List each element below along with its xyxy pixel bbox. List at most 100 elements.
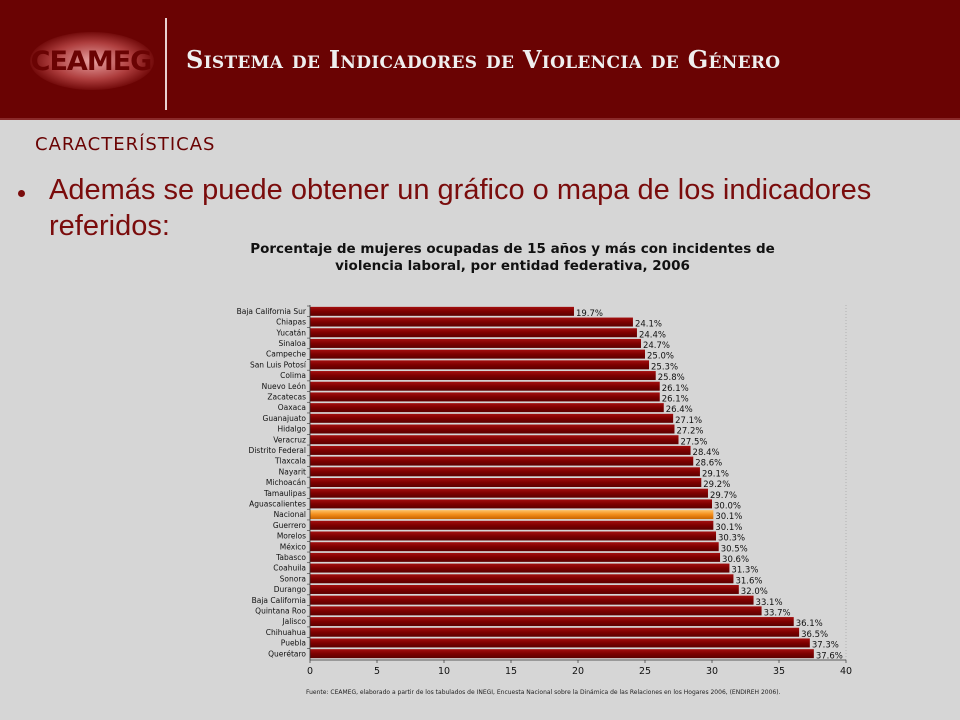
chart-title: Porcentaje de mujeres ocupadas de 15 año… <box>200 241 825 275</box>
category-label: Campeche <box>266 350 306 359</box>
category-label: Quintana Roo <box>255 606 306 615</box>
x-tick-label: 35 <box>773 666 785 677</box>
logo-glow <box>30 32 154 90</box>
category-label: Tabasco <box>275 553 306 562</box>
bar <box>310 649 814 659</box>
data-label: 27.2% <box>676 427 703 437</box>
category-label: Nuevo León <box>262 382 307 391</box>
data-label: 24.7% <box>643 341 670 351</box>
bar <box>310 328 637 338</box>
data-label: 26.4% <box>666 405 693 415</box>
bar <box>310 403 664 413</box>
category-label: Baja California <box>252 596 306 605</box>
bar <box>310 563 730 573</box>
logo-text: CEAMEG <box>30 46 153 77</box>
data-label: 25.3% <box>651 362 678 372</box>
data-label: 33.1% <box>756 598 783 608</box>
ceameg-logo: CEAMEG <box>22 20 160 100</box>
app-title: Sistema de Indicadores de Violencia de G… <box>186 45 781 74</box>
x-tick-label: 25 <box>639 666 651 677</box>
category-label: Veracruz <box>273 435 306 444</box>
data-label: 24.1% <box>635 320 662 330</box>
bar <box>310 306 574 316</box>
category-label: Nacional <box>274 510 306 519</box>
data-label: 36.5% <box>801 630 828 640</box>
category-label: Distrito Federal <box>249 446 306 455</box>
source-note: Fuente: CEAMEG, elaborado a partir de lo… <box>306 689 781 696</box>
bullet-dot <box>18 190 25 197</box>
x-tick-label: 40 <box>840 666 852 677</box>
bar <box>310 531 717 541</box>
category-label: Oaxaca <box>278 403 306 412</box>
category-label: Yucatán <box>276 328 307 337</box>
x-tick-label: 20 <box>572 666 584 677</box>
bar <box>310 456 694 466</box>
data-label: 24.4% <box>639 330 666 340</box>
x-tick-label: 15 <box>505 666 517 677</box>
bar <box>310 574 734 584</box>
category-label: Guanajuato <box>263 414 307 423</box>
header-banner: CEAMEG Sistema de Indicadores de Violenc… <box>0 0 960 120</box>
data-label: 30.6% <box>722 555 749 565</box>
bar <box>310 317 633 327</box>
category-label: Hidalgo <box>277 425 306 434</box>
bar <box>310 488 708 498</box>
bar <box>310 413 674 423</box>
section-label: CARACTERÍSTICAS <box>35 134 216 155</box>
bar <box>310 542 719 552</box>
data-label: 32.0% <box>741 587 768 597</box>
bar <box>310 627 800 637</box>
category-label: Tamaulipas <box>263 489 306 498</box>
category-label: Michoacán <box>266 478 306 487</box>
category-label: Zacatecas <box>267 393 306 402</box>
bar <box>310 338 641 348</box>
chart-title-line2: violencia laboral, por entidad federativ… <box>335 258 690 274</box>
bar <box>310 435 679 445</box>
bar <box>310 520 714 530</box>
data-label: 27.5% <box>681 437 708 447</box>
category-label: Coahuila <box>273 564 306 573</box>
data-label: 36.1% <box>796 619 823 629</box>
x-tick-label: 10 <box>438 666 450 677</box>
bar-national <box>310 510 714 520</box>
category-label: Aguascalientes <box>249 499 306 508</box>
bar <box>310 360 650 370</box>
bar <box>310 638 810 648</box>
x-tick-label: 30 <box>706 666 718 677</box>
chart-title-line1: Porcentaje de mujeres ocupadas de 15 año… <box>250 241 775 257</box>
data-label: 37.6% <box>816 651 843 661</box>
category-label: Jalisco <box>281 617 306 626</box>
data-label: 30.3% <box>718 534 745 544</box>
data-label: 29.1% <box>702 469 729 479</box>
data-label: 19.7% <box>576 309 603 319</box>
data-label: 30.0% <box>714 501 741 511</box>
x-tick-label: 0 <box>307 666 313 677</box>
category-label: Chiapas <box>276 318 306 327</box>
bar <box>310 371 656 381</box>
bar <box>310 595 754 605</box>
category-label: Querétaro <box>268 649 306 658</box>
data-label: 25.8% <box>658 373 685 383</box>
data-label: 26.1% <box>662 395 689 405</box>
bar <box>310 584 739 594</box>
bar <box>310 552 721 562</box>
bar <box>310 499 712 509</box>
bar <box>310 467 700 477</box>
bar <box>310 445 691 455</box>
bullet-text: Además se puede obtener un gráfico o map… <box>49 174 872 242</box>
category-label: Puebla <box>281 639 306 648</box>
data-label: 29.2% <box>703 480 730 490</box>
category-label: Baja California Sur <box>237 307 307 316</box>
x-tick-label: 5 <box>374 666 380 677</box>
bar <box>310 349 645 359</box>
category-label: Sinaloa <box>279 339 306 348</box>
category-label: Guerrero <box>273 521 307 530</box>
bar <box>310 381 660 391</box>
data-label: 37.3% <box>812 641 839 651</box>
category-label: Chihuahua <box>266 628 306 637</box>
data-label: 31.6% <box>735 576 762 586</box>
data-label: 31.3% <box>731 566 758 576</box>
data-label: 33.7% <box>764 608 791 618</box>
data-label: 27.1% <box>675 416 702 426</box>
category-label: Morelos <box>277 532 306 541</box>
